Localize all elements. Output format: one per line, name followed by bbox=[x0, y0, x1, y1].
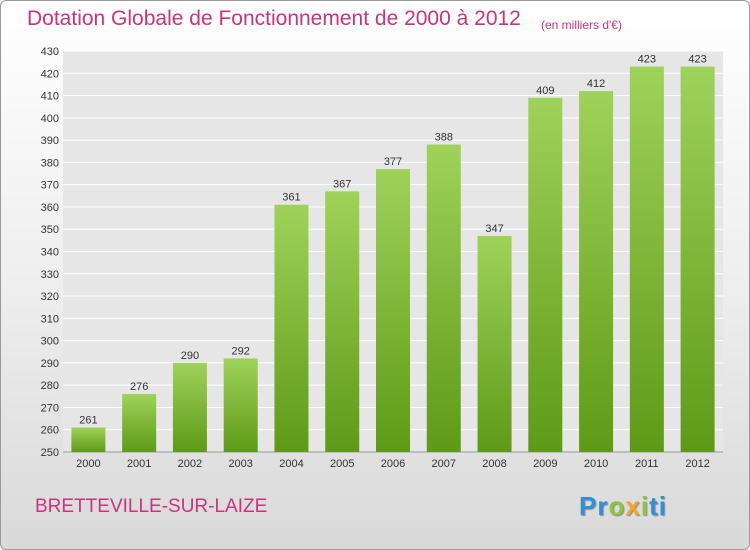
y-tick-label: 290 bbox=[41, 358, 59, 370]
bar-2011 bbox=[629, 66, 664, 452]
value-label-2001: 276 bbox=[130, 381, 148, 393]
x-tick-label-2005: 2005 bbox=[330, 458, 354, 470]
proxiti-logo: Proxiti bbox=[579, 491, 667, 522]
bar-2001 bbox=[122, 394, 157, 452]
x-tick-label-2001: 2001 bbox=[127, 458, 151, 470]
bar-2005 bbox=[325, 191, 360, 452]
y-tick-label: 330 bbox=[41, 269, 59, 281]
bar-2009 bbox=[528, 97, 563, 453]
commune-name: BRETTEVILLE-SUR-LAIZE bbox=[35, 496, 268, 517]
x-tick-label-2010: 2010 bbox=[584, 458, 608, 470]
x-tick-label-2011: 2011 bbox=[635, 458, 659, 470]
y-tick-label: 420 bbox=[41, 68, 59, 80]
y-tick-label: 320 bbox=[41, 291, 59, 303]
logo-letter: i bbox=[658, 491, 667, 521]
x-tick-label-2007: 2007 bbox=[432, 458, 456, 470]
bar-2010 bbox=[579, 91, 614, 452]
value-label-2004: 361 bbox=[282, 192, 300, 204]
y-tick-label: 410 bbox=[41, 91, 59, 103]
logo-letter: t bbox=[649, 491, 659, 521]
value-label-2009: 409 bbox=[536, 85, 554, 97]
value-label-2010: 412 bbox=[587, 78, 605, 90]
bars bbox=[71, 66, 715, 453]
value-label-2011: 423 bbox=[638, 54, 656, 66]
logo-letter: P bbox=[579, 491, 598, 521]
logo-letter: i bbox=[640, 491, 650, 521]
y-tick-label: 270 bbox=[41, 402, 59, 414]
x-tick-label-2006: 2006 bbox=[381, 458, 405, 470]
y-tick-label: 380 bbox=[41, 157, 59, 169]
x-tick-label-2004: 2004 bbox=[279, 458, 303, 470]
y-tick-label: 360 bbox=[41, 202, 59, 214]
x-tick-label-2012: 2012 bbox=[685, 458, 709, 470]
value-label-2003: 292 bbox=[232, 345, 250, 357]
logo-letter: r bbox=[597, 491, 609, 521]
y-tick-label: 340 bbox=[41, 247, 59, 259]
x-axis-labels: 2000 2001 2002 2003 2004 2005 2006 2007 2008 2009… bbox=[76, 458, 710, 470]
logo-letter: o bbox=[608, 491, 626, 521]
bar-2000 bbox=[71, 427, 106, 452]
chart-subtitle: (en milliers d'€) bbox=[541, 18, 622, 32]
x-tick-label-2009: 2009 bbox=[533, 458, 557, 470]
bar-2003 bbox=[223, 358, 258, 452]
x-tick-label-2008: 2008 bbox=[482, 458, 506, 470]
value-label-2008: 347 bbox=[485, 223, 503, 235]
bar-2002 bbox=[172, 362, 207, 452]
y-tick-label: 310 bbox=[41, 313, 59, 325]
y-tick-label: 400 bbox=[41, 113, 59, 125]
value-label-2007: 388 bbox=[435, 132, 453, 144]
x-tick-label-2003: 2003 bbox=[228, 458, 252, 470]
bar-2012 bbox=[680, 66, 715, 452]
y-tick-label: 350 bbox=[41, 224, 59, 236]
bar-2007 bbox=[426, 144, 461, 453]
value-label-2012: 423 bbox=[688, 54, 706, 66]
y-tick-label: 300 bbox=[41, 336, 59, 348]
y-tick-label: 390 bbox=[41, 135, 59, 147]
y-tick-label: 370 bbox=[41, 180, 59, 192]
value-label-2005: 367 bbox=[333, 178, 351, 190]
y-tick-label: 430 bbox=[41, 46, 59, 58]
value-label-2006: 377 bbox=[384, 156, 402, 168]
value-label-2002: 290 bbox=[181, 350, 199, 362]
value-labels: 261 276 290 292 361 367 377 388 347 409 412 423 423 bbox=[79, 54, 707, 427]
bar-2008 bbox=[477, 235, 512, 452]
bar-2006 bbox=[376, 169, 410, 453]
chart-title: Dotation Globale de Fonctionnement de 20… bbox=[27, 7, 521, 30]
value-label-2000: 261 bbox=[79, 414, 97, 426]
x-tick-label-2002: 2002 bbox=[178, 458, 202, 470]
y-tick-label: 250 bbox=[41, 447, 59, 459]
y-tick-label: 260 bbox=[41, 425, 59, 437]
y-tick-label: 280 bbox=[41, 380, 59, 392]
x-tick-label-2000: 2000 bbox=[76, 458, 100, 470]
logo-letter: x bbox=[625, 491, 641, 521]
bar-2004 bbox=[274, 204, 309, 452]
